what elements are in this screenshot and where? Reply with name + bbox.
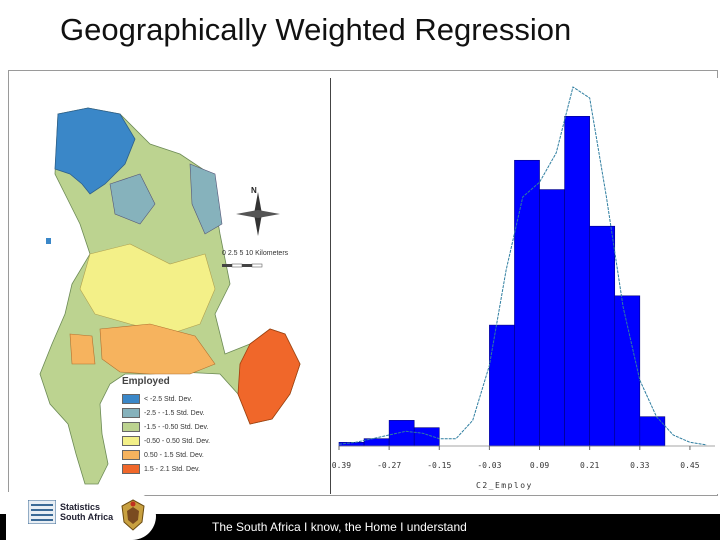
legend-item: -0.50 - 0.50 Std. Dev. xyxy=(122,434,322,448)
x-tick-label: 0.45 xyxy=(680,461,699,470)
legend-label: < -2.5 Std. Dev. xyxy=(144,395,193,403)
scale-label: 0 2.5 5 10 Kilometers xyxy=(222,250,289,257)
map-region-lowmid xyxy=(109,173,156,225)
scale-bar xyxy=(222,263,263,268)
histogram-bar xyxy=(564,116,590,447)
histogram-bar xyxy=(489,324,515,447)
slide-title: Geographically Weighted Regression xyxy=(60,12,572,47)
legend-label: -0.50 - 0.50 Std. Dev. xyxy=(144,437,211,445)
legend-item: 1.5 - 2.1 Std. Dev. xyxy=(122,462,322,476)
choropleth-map: N 0 2.5 5 10 Kilometers Employed < -2.5 … xyxy=(10,74,328,494)
map-islet xyxy=(46,238,51,244)
x-axis-ticks: -0.39 -0.27 -0.15 -0.03 0.09 0.21 0.33 0.45 xyxy=(331,446,700,470)
histogram-bar xyxy=(514,159,540,447)
legend-label: -2.5 - -1.5 Std. Dev. xyxy=(144,409,205,417)
x-tick-label: -0.27 xyxy=(377,461,401,470)
footer-logos: Statistics South Africa xyxy=(6,492,156,540)
x-tick-label: -0.15 xyxy=(427,461,451,470)
histogram-chart: -0.39 -0.27 -0.15 -0.03 0.09 0.21 0.33 0.45 C2_… xyxy=(331,86,715,490)
legend-item: < -2.5 Std. Dev. xyxy=(122,392,322,406)
histogram-bars xyxy=(338,116,666,447)
histogram-bar xyxy=(589,225,616,447)
x-axis-label: C2_Employ xyxy=(476,481,533,490)
legend-label: 1.5 - 2.1 Std. Dev. xyxy=(144,465,200,473)
compass-icon xyxy=(236,192,280,236)
map-region-highest xyxy=(237,328,301,425)
map-region-lowmid-east xyxy=(189,163,223,235)
x-tick-label: -0.03 xyxy=(477,461,501,470)
north-label: N xyxy=(251,186,257,195)
legend-swatch xyxy=(122,436,140,446)
histogram-panel: -0.39 -0.27 -0.15 -0.03 0.09 0.21 0.33 0.45 C2_… xyxy=(330,78,719,494)
map-graphic xyxy=(39,107,301,485)
legend-item: -2.5 - -1.5 Std. Dev. xyxy=(122,406,322,420)
legend-swatch xyxy=(122,450,140,460)
statistics-sa-logo-icon xyxy=(28,500,56,524)
legend-swatch xyxy=(122,408,140,418)
map-region-mid xyxy=(79,243,216,335)
statistics-sa-logo-text: Statistics South Africa xyxy=(60,502,113,522)
legend-title: Employed xyxy=(122,376,170,387)
histogram-bar xyxy=(614,295,641,447)
logo-line-2: South Africa xyxy=(60,512,114,522)
x-tick-label: 0.09 xyxy=(530,461,549,470)
footer-text: The South Africa I know, the Home I unde… xyxy=(212,520,467,534)
map-region-low xyxy=(54,107,136,195)
legend-item: 0.50 - 1.5 Std. Dev. xyxy=(122,448,322,462)
legend-swatch xyxy=(122,394,140,404)
legend-swatch xyxy=(122,464,140,474)
x-tick-label: 0.21 xyxy=(580,461,599,470)
legend-label: 0.50 - 1.5 Std. Dev. xyxy=(144,451,204,459)
histogram-bar xyxy=(413,427,440,447)
legend-label: -1.5 - -0.50 Std. Dev. xyxy=(144,423,209,431)
map-legend: Employed < -2.5 Std. Dev. -2.5 - -1.5 Std… xyxy=(122,376,322,476)
x-tick-label: 0.33 xyxy=(630,461,649,470)
map-region-high-west xyxy=(69,333,96,365)
map-region-high xyxy=(99,323,216,375)
legend-item: -1.5 - -0.50 Std. Dev. xyxy=(122,420,322,434)
x-tick-label: -0.39 xyxy=(331,461,351,470)
legend-rows: < -2.5 Std. Dev. -2.5 - -1.5 Std. Dev. -1.… xyxy=(122,392,322,476)
histogram-bar xyxy=(539,189,565,447)
logo-line-1: Statistics xyxy=(60,502,101,512)
density-curve xyxy=(338,86,707,446)
legend-swatch xyxy=(122,422,140,432)
histogram-bar xyxy=(388,420,415,447)
coat-of-arms-icon xyxy=(121,499,145,531)
